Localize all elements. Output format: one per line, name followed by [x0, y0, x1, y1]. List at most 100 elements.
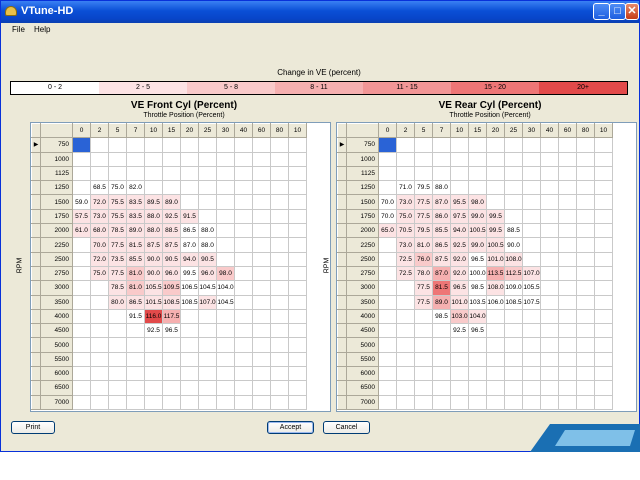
ve-cell[interactable] [180, 165, 199, 182]
ve-cell[interactable] [504, 380, 523, 396]
ve-cell[interactable] [216, 194, 235, 210]
ve-cell[interactable] [558, 223, 577, 239]
ve-cell[interactable] [396, 151, 415, 167]
minimize-button[interactable]: _ [593, 3, 610, 20]
ve-cell[interactable] [198, 351, 217, 368]
ve-cell[interactable] [594, 337, 613, 353]
ve-cell[interactable]: 89.5 [144, 194, 163, 210]
ve-cell[interactable]: 96.0 [198, 265, 217, 282]
ve-cell[interactable]: 88.5 [162, 223, 181, 239]
ve-cell[interactable] [234, 251, 253, 267]
ve-cell[interactable] [396, 165, 415, 182]
ve-cell[interactable] [180, 337, 199, 353]
ve-cell[interactable] [288, 194, 307, 210]
ve-cell[interactable] [270, 294, 289, 310]
ve-cell[interactable] [72, 280, 91, 296]
row-selector-icon[interactable]: ▶ [337, 137, 347, 153]
ve-cell[interactable] [576, 265, 595, 282]
ve-cell[interactable] [450, 165, 469, 182]
ve-cell[interactable] [72, 351, 91, 368]
ve-cell[interactable] [468, 180, 487, 196]
ve-cell[interactable] [522, 366, 541, 382]
ve-cell[interactable]: 108.0 [486, 280, 505, 296]
ve-cell[interactable] [252, 308, 271, 325]
ve-cell[interactable] [522, 208, 541, 225]
ve-cell[interactable]: 80.0 [108, 294, 127, 310]
ve-cell[interactable]: 89.0 [162, 194, 181, 210]
ve-cell[interactable]: 116.0 [144, 308, 163, 325]
ve-cell[interactable] [270, 337, 289, 353]
ve-cell[interactable] [252, 151, 271, 167]
ve-cell[interactable]: 87.5 [144, 237, 163, 253]
ve-cell[interactable] [558, 337, 577, 353]
ve-cell[interactable] [378, 351, 397, 368]
ve-cell[interactable] [72, 237, 91, 253]
ve-cell[interactable]: 77.5 [414, 194, 433, 210]
ve-cell[interactable]: 88.0 [144, 223, 163, 239]
ve-cell[interactable] [288, 151, 307, 167]
ve-cell[interactable] [432, 394, 451, 410]
ve-cell[interactable] [90, 337, 109, 353]
ve-cell[interactable] [162, 165, 181, 182]
ve-cell[interactable] [72, 251, 91, 267]
ve-cell[interactable]: 108.5 [504, 294, 523, 310]
ve-cell[interactable] [252, 265, 271, 282]
ve-cell[interactable] [486, 323, 505, 339]
ve-cell[interactable] [162, 151, 181, 167]
ve-cell[interactable] [576, 366, 595, 382]
ve-cell[interactable]: 73.0 [396, 194, 415, 210]
ve-cell[interactable] [72, 294, 91, 310]
ve-cell[interactable] [90, 394, 109, 410]
ve-cell[interactable]: 92.5 [450, 323, 469, 339]
row-selector[interactable] [337, 194, 347, 210]
ve-cell[interactable] [198, 323, 217, 339]
ve-cell[interactable] [486, 194, 505, 210]
front-ve-table[interactable]: 0 2 5 7 10 15 20 25 30 40 60 80 10 ▶ 750 1000 1125 1250 68… [31, 122, 307, 410]
ve-cell[interactable] [414, 137, 433, 153]
ve-cell[interactable]: 77.5 [414, 294, 433, 310]
ve-cell[interactable] [594, 208, 613, 225]
ve-cell[interactable]: 87.0 [180, 237, 199, 253]
ve-cell[interactable] [594, 194, 613, 210]
ve-cell[interactable] [522, 337, 541, 353]
ve-cell[interactable] [378, 366, 397, 382]
ve-cell[interactable]: 89.0 [126, 223, 145, 239]
ve-cell[interactable] [108, 337, 127, 353]
ve-cell[interactable]: 99.0 [468, 208, 487, 225]
row-selector[interactable] [31, 308, 41, 325]
ve-cell[interactable] [198, 194, 217, 210]
row-selector[interactable] [31, 366, 41, 382]
ve-cell[interactable] [468, 394, 487, 410]
ve-cell[interactable]: 92.0 [450, 265, 469, 282]
ve-cell[interactable] [198, 380, 217, 396]
ve-cell[interactable]: 89.0 [432, 294, 451, 310]
ve-cell[interactable] [486, 337, 505, 353]
ve-cell[interactable] [144, 180, 163, 196]
ve-cell[interactable] [252, 394, 271, 410]
ve-cell[interactable] [234, 294, 253, 310]
ve-cell[interactable] [234, 323, 253, 339]
row-selector[interactable] [31, 223, 41, 239]
ve-cell[interactable] [558, 208, 577, 225]
ve-cell[interactable] [270, 366, 289, 382]
ve-cell[interactable] [486, 180, 505, 196]
ve-cell[interactable] [216, 380, 235, 396]
print-button[interactable]: Print [11, 421, 55, 434]
row-selector[interactable] [31, 337, 41, 353]
ve-cell[interactable] [252, 223, 271, 239]
ve-cell[interactable] [450, 337, 469, 353]
ve-cell[interactable] [576, 294, 595, 310]
ve-cell[interactable] [396, 380, 415, 396]
ve-cell[interactable]: 68.5 [90, 180, 109, 196]
ve-cell[interactable] [108, 308, 127, 325]
ve-cell[interactable]: 106.5 [180, 280, 199, 296]
ve-cell[interactable] [144, 394, 163, 410]
ve-cell[interactable] [504, 394, 523, 410]
ve-cell[interactable] [522, 251, 541, 267]
ve-cell[interactable] [288, 323, 307, 339]
maximize-button[interactable]: □ [609, 3, 626, 20]
ve-cell[interactable] [432, 137, 451, 153]
ve-cell[interactable] [252, 208, 271, 225]
row-selector[interactable] [337, 180, 347, 196]
ve-cell[interactable] [162, 394, 181, 410]
